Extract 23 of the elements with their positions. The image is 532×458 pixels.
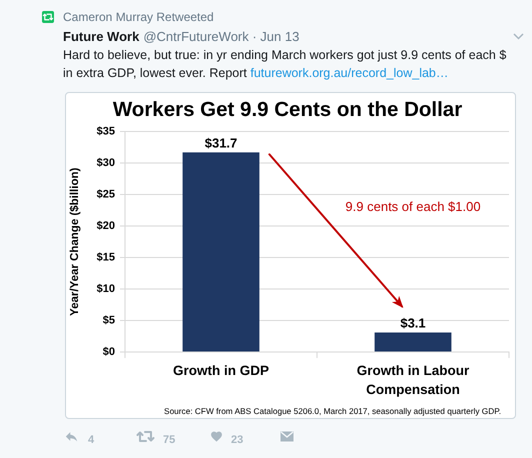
text: 23 <box>231 434 244 446</box>
annotation: 9.9 cents of each $1.00 <box>345 199 481 214</box>
x-tick-label: Growth in Labour Compensation <box>356 363 470 398</box>
y-tick-label: $20 <box>96 220 115 232</box>
y-tick-label: $25 <box>96 188 115 201</box>
source-note: Source: CFW from ABS Catalogue 5206.0, March 2017, seasonally adjusted quarterly GDP. <box>164 406 501 416</box>
y-tick-label: $10 <box>96 283 115 296</box>
x-tick-label: Growth in GDP <box>173 363 269 378</box>
text: Future Work <box>63 29 140 44</box>
chart-title: Workers Get 9.9 Cents on the Dollar <box>112 98 462 121</box>
y-axis-title: Year/Year Change ($billion) <box>69 168 82 316</box>
data-label: $3.1 <box>400 316 426 331</box>
text: 4 <box>88 434 94 446</box>
text: 75 <box>163 434 176 446</box>
y-tick-label: $5 <box>102 314 115 327</box>
y-tick-label: $15 <box>96 252 115 264</box>
y-tick-label: $35 <box>96 126 115 138</box>
data-label: $31.7 <box>204 135 238 150</box>
text: @CntrFutureWork · Jun 13 <box>143 29 300 44</box>
text: Cameron Murray Retweeted <box>63 10 214 24</box>
y-tick-label: $0 <box>102 346 115 358</box>
y-tick-label: $30 <box>96 157 115 170</box>
text: Hard to believe, but true: in yr ending March workers got just 9.9 cents of each $ in extra GDP, lowest ever. Report futurework.org.au/record_low_lab… <box>63 47 508 82</box>
